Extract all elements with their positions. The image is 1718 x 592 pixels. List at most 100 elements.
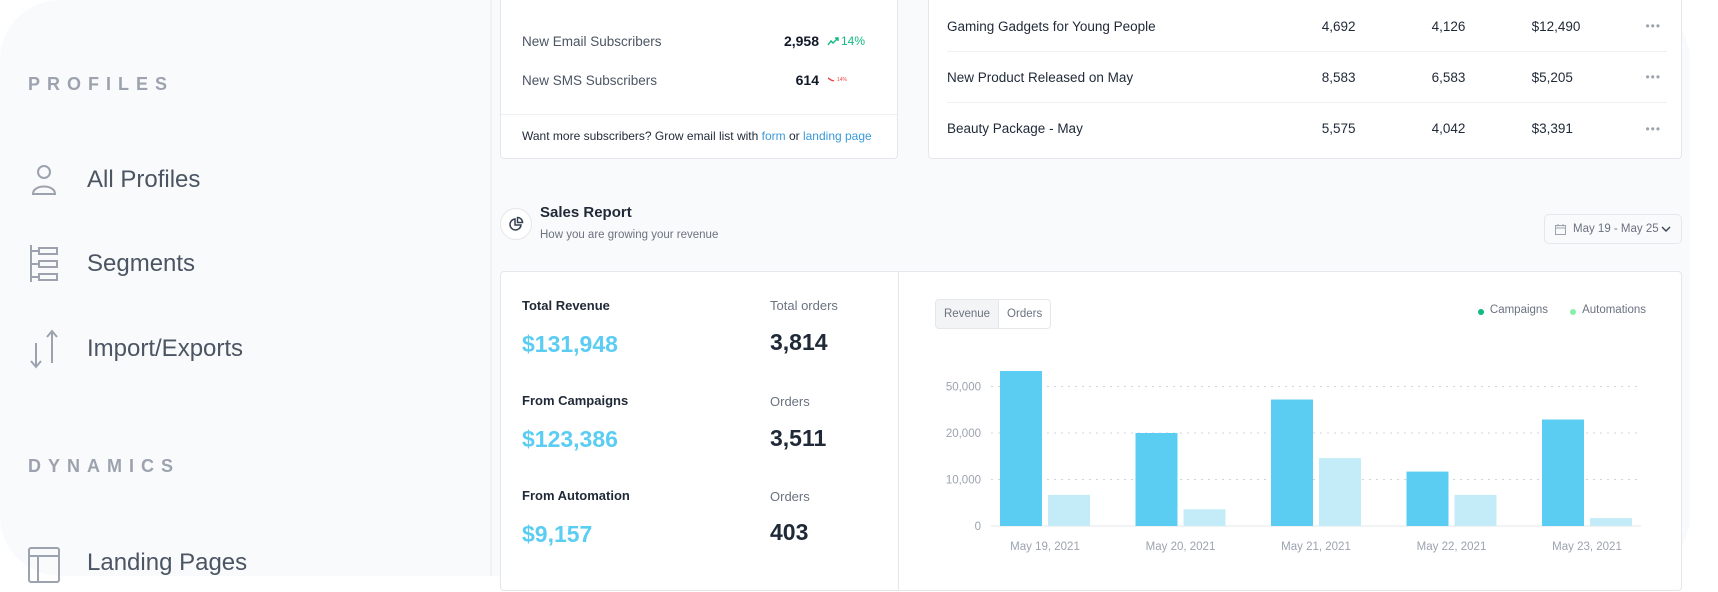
table-row[interactable]: Gaming Gadgets for Young People 4,692 4,… xyxy=(947,1,1667,52)
subscriber-count: 2,958 xyxy=(783,33,819,49)
legend-item-automations[interactable]: Automations xyxy=(1570,304,1646,316)
legend-item-campaigns[interactable]: Campaigns xyxy=(1477,304,1549,316)
metric-label-automation-orders: Orders xyxy=(770,489,810,504)
legend-label: Campaigns xyxy=(1489,304,1549,316)
bar-automations xyxy=(1048,494,1090,526)
y-tick-label: 0 xyxy=(975,521,981,533)
sidebar: PROFILES All Profiles Segments Import/Ex… xyxy=(0,0,490,583)
subscriber-row-sms: New SMS Subscribers 614 14% xyxy=(522,68,873,92)
subscribers-card: New Email Subscribers 2,958 14% New SMS … xyxy=(500,0,898,159)
subscribers-footer: Want more subscribers? Grow email list w… xyxy=(501,114,897,157)
campaign-col1: 4,692 xyxy=(1321,18,1356,34)
bar-automations xyxy=(1590,518,1632,526)
campaign-col2: 4,126 xyxy=(1431,18,1466,34)
subscriber-label: New Email Subscribers xyxy=(522,33,662,49)
date-range-picker[interactable]: May 19 - May 25 xyxy=(1544,214,1682,244)
sidebar-item-label: Segments xyxy=(87,250,196,277)
bar-automations xyxy=(1319,458,1361,526)
x-tick-label: May 22, 2021 xyxy=(1417,541,1487,553)
sales-report-subtitle: How you are growing your revenue xyxy=(540,229,719,241)
pie-chart-icon xyxy=(500,208,532,240)
metric-label-campaign-orders: Orders xyxy=(770,394,810,409)
metric-value-total-orders: 3,814 xyxy=(770,329,828,355)
metric-value-campaign-orders: 3,511 xyxy=(770,425,827,451)
legend-label: Automations xyxy=(1582,304,1646,316)
metric-value-total-revenue: $131,948 xyxy=(522,331,618,357)
bar-automations xyxy=(1183,509,1226,526)
landing-page-link[interactable]: landing page xyxy=(802,129,872,143)
metric-value-automation-orders: 403 xyxy=(770,519,809,545)
section-title-dynamics: DYNAMICS xyxy=(28,456,181,476)
sidebar-item-label: Landing Pages xyxy=(87,549,248,576)
tab-revenue[interactable]: Revenue xyxy=(936,300,1000,328)
subscriber-row-email: New Email Subscribers 2,958 14% xyxy=(522,29,873,53)
chart-tabs: Revenue Orders xyxy=(935,299,1052,329)
sidebar-item-segments[interactable]: Segments xyxy=(28,242,195,286)
trend-indicator: 14% xyxy=(827,77,873,83)
sidebar-item-label: Import/Exports xyxy=(87,335,244,362)
bar-campaigns xyxy=(1406,471,1449,526)
y-tick-label: 10,000 xyxy=(946,475,981,487)
revenue-bar-chart: 0 10,000 20,000 50,000 May 19, 2021 May 20, 2… xyxy=(946,371,1641,553)
table-row[interactable]: New Product Released on May 8,583 6,583 … xyxy=(947,52,1667,103)
legend-dot-automations xyxy=(1570,308,1577,315)
sales-report-title: Sales Report xyxy=(540,204,632,221)
campaign-col2: 4,042 xyxy=(1431,121,1466,136)
layout-icon xyxy=(28,543,60,583)
trend-up-icon xyxy=(827,37,839,46)
campaign-col1: 5,575 xyxy=(1321,121,1356,136)
form-link[interactable]: form xyxy=(761,129,786,143)
campaign-name: Gaming Gadgets for Young People xyxy=(947,18,1156,34)
bar-campaigns xyxy=(1135,433,1178,526)
more-options-icon[interactable]: ••• xyxy=(1645,121,1662,136)
more-options-icon[interactable]: ••• xyxy=(1645,70,1662,84)
calendar-icon xyxy=(1555,223,1566,235)
import-export-arrows-icon xyxy=(28,329,60,369)
sidebar-item-all-profiles[interactable]: All Profiles xyxy=(28,158,200,202)
bar-campaigns xyxy=(1542,419,1584,526)
metric-value-campaigns: $123,386 xyxy=(522,426,618,452)
subscriber-count: 614 xyxy=(795,72,819,88)
trend-change: 14% xyxy=(841,34,866,48)
table-row[interactable]: Beauty Package - May 5,575 4,042 $3,391 … xyxy=(947,103,1667,154)
footer-or: or xyxy=(785,129,803,143)
chevron-down-icon xyxy=(1661,226,1671,232)
bar-campaigns xyxy=(1271,399,1313,526)
y-tick-label: 50,000 xyxy=(946,382,981,394)
sidebar-item-label: All Profiles xyxy=(87,166,201,193)
metric-label-campaigns: From Campaigns xyxy=(522,393,629,408)
campaigns-table-card: Gaming Gadgets for Young People 4,692 4,… xyxy=(928,0,1682,159)
section-title-profiles: PROFILES xyxy=(28,74,175,94)
app-frame: PROFILES All Profiles Segments Import/Ex… xyxy=(0,0,1682,591)
campaign-col2: 6,583 xyxy=(1431,69,1466,85)
more-options-icon[interactable]: ••• xyxy=(1645,19,1662,33)
campaign-revenue: $12,490 xyxy=(1531,18,1581,34)
x-tick-label: May 20, 2021 xyxy=(1146,541,1216,553)
legend-dot-campaigns xyxy=(1477,308,1484,315)
bar-campaigns xyxy=(1000,371,1042,526)
y-tick-label: 20,000 xyxy=(946,428,981,440)
x-tick-label: May 23, 2021 xyxy=(1552,541,1622,553)
sales-metrics-panel: Total Revenue $131,948 Total orders 3,81… xyxy=(501,272,899,590)
trend-change: 14% xyxy=(837,77,848,83)
user-icon xyxy=(28,160,60,200)
campaign-revenue: $3,391 xyxy=(1531,121,1573,136)
sales-report-card: Total Revenue $131,948 Total orders 3,81… xyxy=(500,271,1682,591)
bar-automations xyxy=(1454,494,1497,526)
campaign-col1: 8,583 xyxy=(1321,69,1356,85)
campaign-name: New Product Released on May xyxy=(947,69,1134,85)
trend-indicator: 14% xyxy=(827,34,873,48)
metric-value-automation: $9,157 xyxy=(522,521,593,547)
sidebar-item-import-exports[interactable]: Import/Exports xyxy=(28,327,243,371)
sidebar-divider xyxy=(490,0,492,576)
campaign-name: Beauty Package - May xyxy=(947,121,1083,136)
footer-text: Want more subscribers? Grow email list w… xyxy=(522,129,762,143)
x-tick-label: May 19, 2021 xyxy=(1010,541,1080,553)
metric-label-total-orders: Total orders xyxy=(770,298,838,313)
tab-orders[interactable]: Orders xyxy=(999,300,1051,328)
metric-label-automation: From Automation xyxy=(522,488,630,503)
segments-tree-icon xyxy=(28,244,60,284)
x-tick-label: May 21, 2021 xyxy=(1281,541,1351,553)
sidebar-item-landing-pages[interactable]: Landing Pages xyxy=(28,541,247,585)
date-range-label: May 19 - May 25 xyxy=(1573,223,1659,235)
